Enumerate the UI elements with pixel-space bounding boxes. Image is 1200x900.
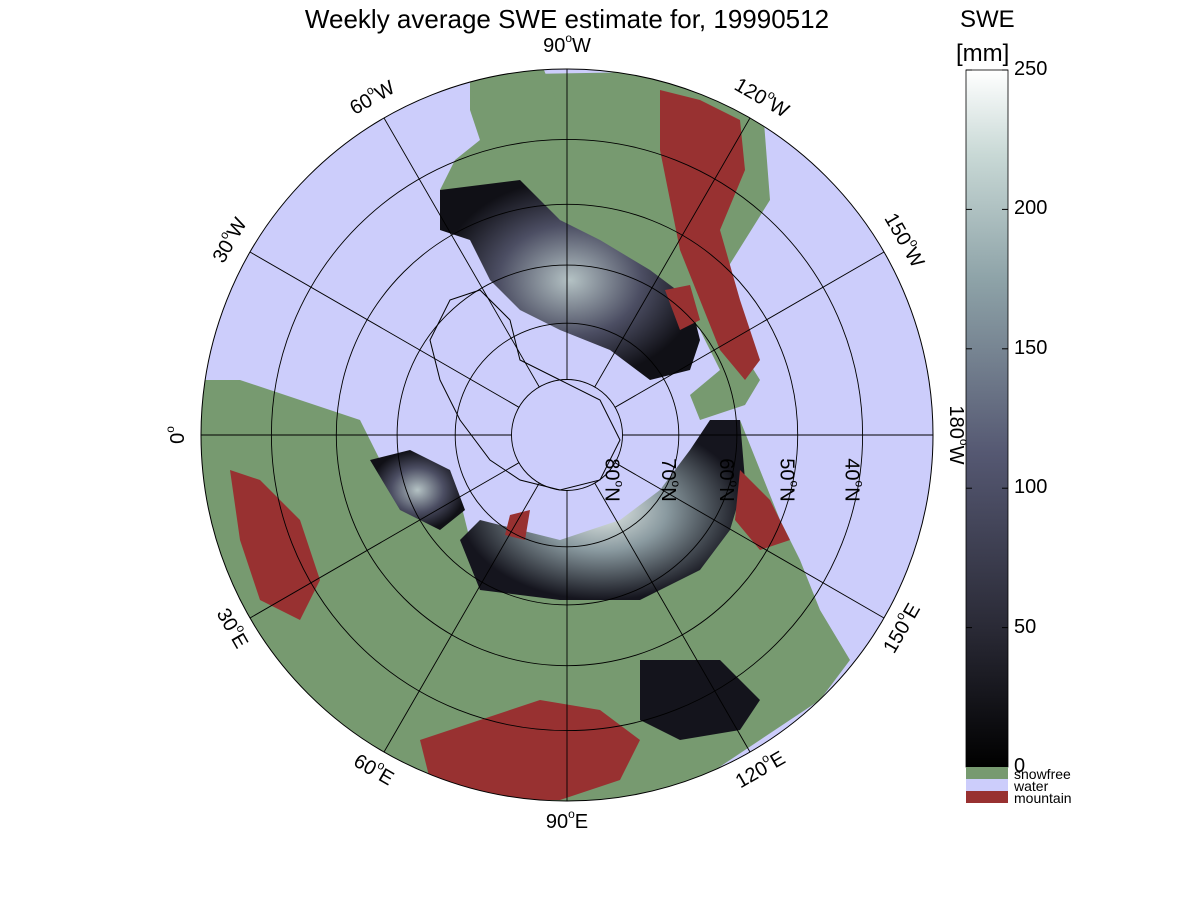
colorbar-tick-label-50: 50 (1014, 615, 1037, 638)
colorbar-categories (966, 767, 1008, 803)
graticule (201, 69, 933, 801)
mountain-himalaya (420, 700, 640, 800)
colorbar-gradient (965, 69, 1009, 768)
swe-scandinavia (370, 450, 465, 530)
lon-label-90e: 90oE (546, 807, 588, 833)
colorbar-tick-label-150: 150 (1014, 336, 1048, 359)
colorbar-label-unit: [mm] (956, 40, 1010, 67)
meridian-60 (383, 482, 540, 753)
swe-central-asia (640, 660, 760, 740)
meridian-120 (594, 482, 751, 753)
category-label-water: water (1014, 778, 1049, 794)
land-greenland (470, 69, 560, 140)
meridian--30 (249, 251, 520, 408)
mountain-ural (505, 510, 530, 540)
meridian--60 (383, 117, 540, 388)
category-label-snowfree: snowfree (1014, 766, 1071, 782)
meridian--120 (594, 117, 751, 388)
colorbar (965, 69, 1009, 803)
colorbar-tick-label-100: 100 (1014, 476, 1048, 499)
colorbar-tick-marks (966, 69, 1008, 768)
lon-label-0: 0o (163, 426, 189, 444)
swe-siberia (460, 420, 745, 600)
lat-label-70n: 70oN (657, 458, 683, 501)
colorbar-tick-label-250: 250 (1014, 58, 1048, 80)
figure-title: Weekly average SWE estimate for, 1999051… (304, 4, 830, 34)
mountain-rockies (660, 90, 760, 380)
colorbar-tick-label-200: 200 (1014, 197, 1048, 220)
swe-canada-arctic (440, 180, 700, 380)
meridian-30 (249, 462, 520, 619)
lon-label-180w: 180oW (945, 406, 971, 465)
lon-label-30w: 30oW (205, 212, 252, 267)
category-swatch-snowfree (966, 767, 1008, 779)
latitude-labels: 80oN 70oN 60oN 50oN 40oN (600, 458, 866, 501)
colorbar-label-swe: SWE (960, 6, 1015, 33)
lat-label-40n: 40oN (840, 458, 866, 501)
lat-label-80n: 80oN (600, 458, 626, 501)
mountain-europe (230, 470, 320, 620)
colorbar-tick-label-0: 0 (1014, 755, 1026, 777)
category-swatch-mountain (966, 791, 1008, 803)
map-disc (201, 69, 933, 801)
lon-label-90w: 90oW (543, 31, 591, 57)
mountain-east-siberia (735, 470, 790, 550)
lon-label-60w: 60oW (344, 73, 399, 120)
category-label-mountain: mountain (1014, 790, 1072, 806)
lat-label-50n: 50oN (775, 458, 801, 501)
lat-label-60n: 60oN (715, 458, 741, 501)
category-swatch-water (966, 779, 1008, 791)
map-boundary (200, 68, 934, 802)
meridian-150 (614, 462, 885, 619)
meridian--150 (614, 251, 885, 408)
